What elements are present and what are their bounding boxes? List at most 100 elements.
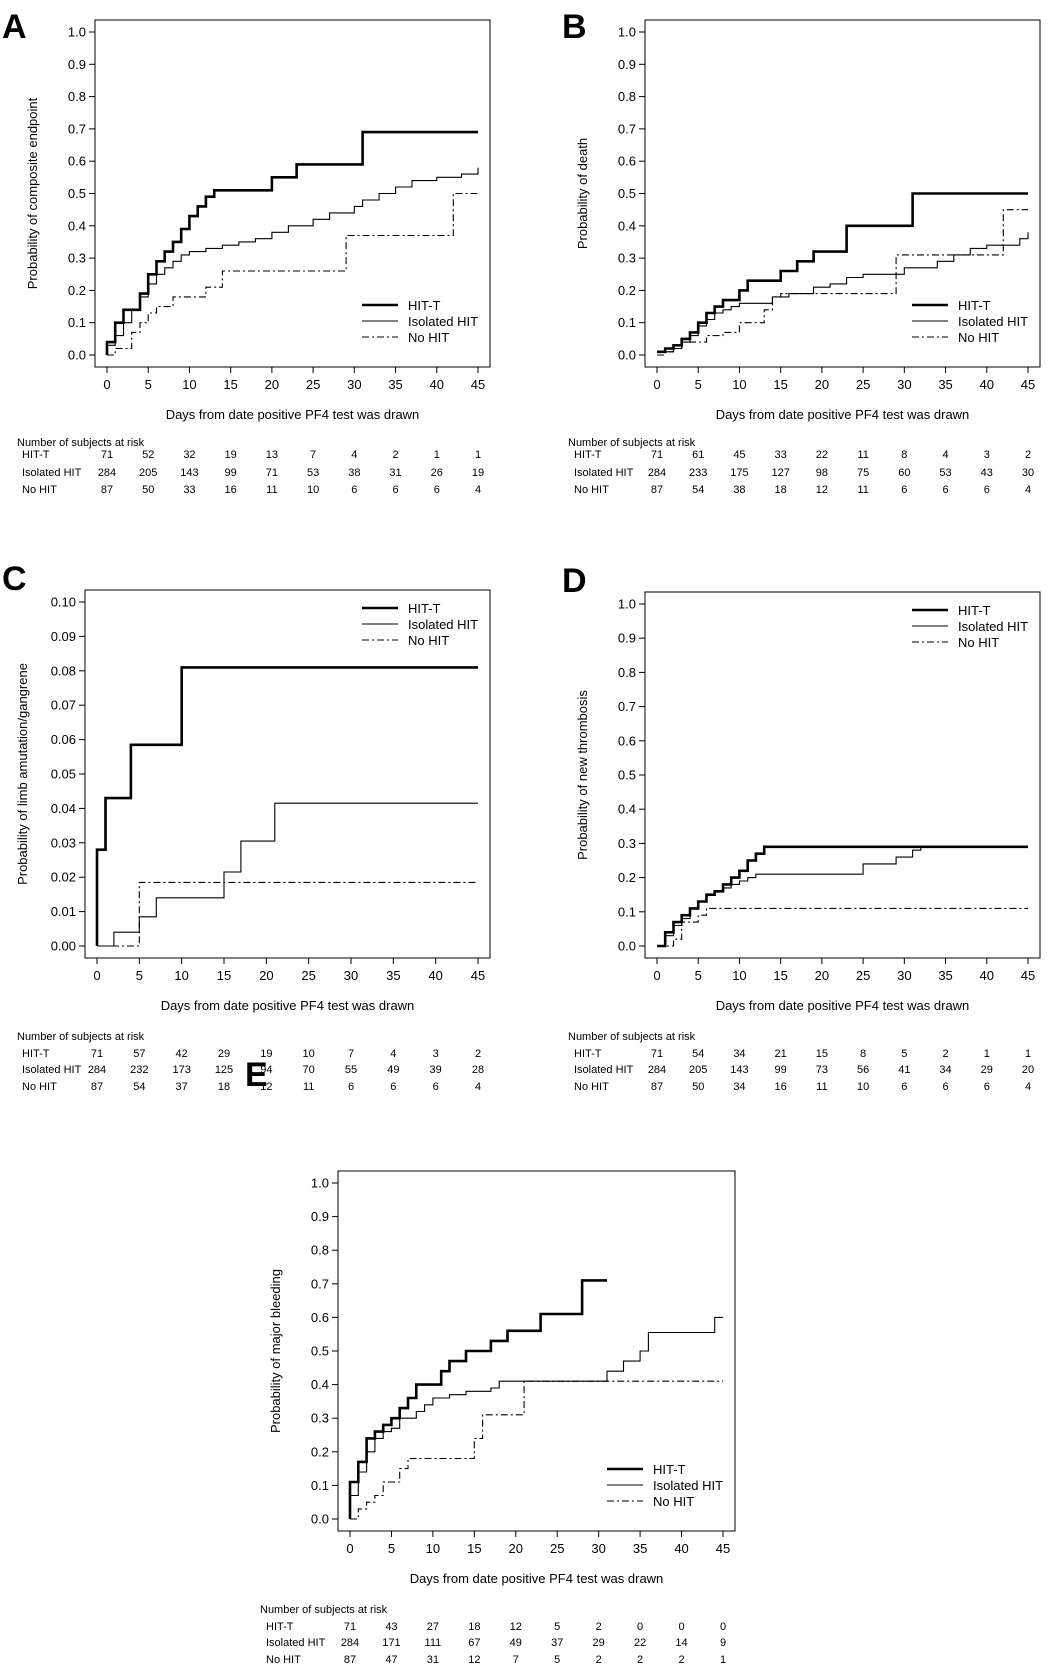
x-tick-label: 40 (980, 968, 994, 983)
x-tick-label: 10 (732, 377, 746, 392)
x-tick-label: 10 (182, 377, 196, 392)
x-axis-label: Days from date positive PF4 test was dra… (410, 1571, 664, 1586)
x-axis: 0 5 10 15 20 25 30 35 40 45 (653, 367, 1035, 392)
y-axis-label: Probability of composite endpoint (25, 97, 40, 289)
risk-value: 12 (468, 1654, 480, 1666)
risk-value: 16 (225, 484, 237, 496)
y-axis-label: Probability of major bleeding (268, 1269, 283, 1433)
legend-entry: HIT-T (408, 298, 441, 313)
x-tick-label: 40 (430, 377, 444, 392)
plot-frame (337, 1170, 736, 1532)
risk-value: 54 (133, 1081, 145, 1093)
y-tick-label: 0.8 (618, 89, 636, 104)
risk-value: 0 (637, 1621, 643, 1633)
x-axis: 0 5 10 15 20 25 30 35 40 45 (653, 958, 1035, 983)
x-tick-label: 20 (265, 377, 279, 392)
x-tick-label: 10 (732, 968, 746, 983)
risk-value: 32 (183, 449, 195, 461)
series-no-hit (97, 881, 478, 947)
legend-entry: Isolated HIT (958, 619, 1028, 634)
x-tick-label: 5 (388, 1541, 395, 1556)
x-tick-label: 30 (591, 1541, 605, 1556)
legend-entry: HIT-T (958, 298, 991, 313)
risk-value: 11 (857, 484, 868, 496)
x-axis-label: Days from date positive PF4 test was dra… (166, 407, 420, 422)
risk-value: 11 (857, 449, 868, 461)
panel-label: D (562, 562, 587, 600)
risk-value: 33 (183, 484, 195, 496)
risk-value: 71 (266, 467, 278, 479)
risk-value: 71 (651, 449, 663, 461)
risk-row-label: HIT-T (574, 1048, 602, 1060)
y-tick-label: 0.2 (618, 870, 636, 885)
x-tick-label: 35 (633, 1541, 647, 1556)
y-tick-label: 0.1 (311, 1478, 329, 1493)
risk-value: 19 (260, 1048, 272, 1060)
risk-value: 19 (225, 449, 237, 461)
risk-value: 5 (554, 1621, 560, 1633)
risk-value: 2 (678, 1654, 684, 1666)
y-tick-label: 0.04 (51, 801, 76, 816)
legend-entry: Isolated HIT (408, 617, 478, 632)
y-tick-label: 0.3 (68, 251, 86, 266)
risk-value: 11 (303, 1081, 314, 1093)
risk-value: 284 (648, 1064, 666, 1076)
risk-value: 22 (816, 449, 828, 461)
y-axis-label: Probability of death (575, 138, 590, 249)
risk-table-heading: Number of subjects at risk (568, 437, 696, 449)
risk-value: 2 (475, 1048, 481, 1060)
risk-value: 175 (730, 467, 748, 479)
risk-value: 4 (475, 484, 481, 496)
y-tick-label: 0.6 (68, 154, 86, 169)
x-tick-label: 25 (856, 968, 870, 983)
x-tick-label: 10 (174, 968, 188, 983)
risk-row-label: No HIT (22, 1081, 57, 1093)
x-tick-label: 5 (145, 377, 152, 392)
y-tick-label: 0.05 (51, 767, 76, 782)
risk-value: 6 (348, 1081, 354, 1093)
x-tick-label: 35 (938, 968, 952, 983)
y-tick-label: 0.7 (68, 121, 86, 136)
risk-value: 1 (475, 449, 481, 461)
risk-value: 8 (860, 1048, 866, 1060)
panel-a: A 0.0 0.1 0.2 0.3 0.4 0.5 0.6 0.7 0.8 0.9 1.0 Probab… (2, 8, 491, 496)
risk-value: 87 (91, 1081, 103, 1093)
risk-value: 21 (775, 1048, 787, 1060)
series-isolated-hit (657, 846, 1028, 947)
risk-row-label: HIT-T (22, 449, 50, 461)
risk-value: 15 (816, 1048, 828, 1060)
x-tick-label: 45 (471, 377, 485, 392)
risk-value: 87 (651, 1081, 663, 1093)
y-tick-label: 0.9 (618, 631, 636, 646)
y-tick-label: 0.3 (618, 836, 636, 851)
y-tick-label: 0.0 (618, 348, 636, 363)
y-tick-label: 0.4 (311, 1377, 329, 1392)
y-tick-label: 0.5 (68, 186, 86, 201)
risk-value: 14 (675, 1637, 687, 1649)
risk-value: 53 (939, 467, 951, 479)
x-tick-label: 25 (306, 377, 320, 392)
risk-value: 38 (733, 484, 745, 496)
x-tick-label: 5 (695, 377, 702, 392)
risk-value: 2 (637, 1654, 643, 1666)
x-tick-label: 30 (897, 968, 911, 983)
risk-value: 284 (98, 467, 116, 479)
risk-value: 31 (427, 1654, 439, 1666)
risk-row-label: Isolated HIT (22, 467, 82, 479)
legend-entry: HIT-T (958, 603, 991, 618)
risk-value: 7 (513, 1654, 519, 1666)
risk-value: 4 (1025, 484, 1031, 496)
y-tick-label: 0.5 (618, 768, 636, 783)
risk-value: 5 (554, 1654, 560, 1666)
y-tick-label: 0.7 (618, 699, 636, 714)
risk-value: 12 (260, 1081, 272, 1093)
risk-value: 127 (771, 467, 789, 479)
risk-value: 87 (344, 1654, 356, 1666)
x-tick-label: 20 (259, 968, 273, 983)
y-tick-label: 0.0 (68, 348, 86, 363)
y-tick-label: 0.10 (51, 595, 76, 610)
x-tick-label: 40 (428, 968, 442, 983)
y-tick-label: 0.4 (68, 218, 86, 233)
risk-value: 53 (307, 467, 319, 479)
